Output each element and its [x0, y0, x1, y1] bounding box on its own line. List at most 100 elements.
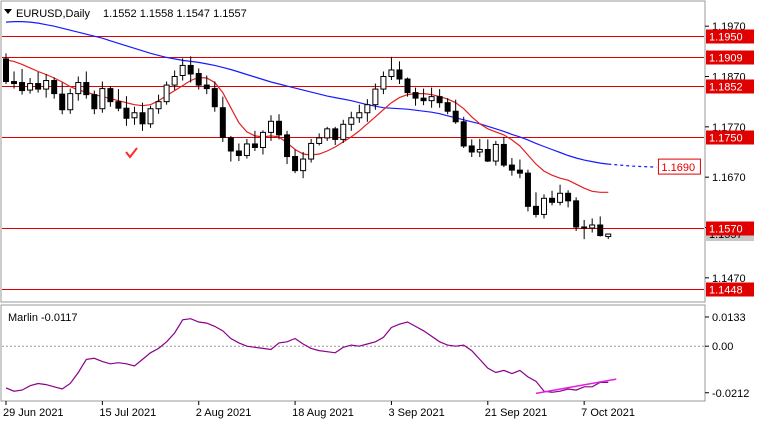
candle-bull — [541, 197, 548, 215]
candle-bear — [276, 120, 283, 136]
time-axis: 29 Jun 2021 15 Jul 2021 2 Aug 2021 18 Aug 2… — [3, 401, 635, 419]
candle-bear — [211, 88, 218, 108]
candle-bear — [444, 102, 451, 112]
divergence-line — [535, 378, 617, 395]
candle-bear — [436, 96, 443, 104]
candle-bear — [565, 192, 572, 202]
candle-bear — [332, 128, 339, 140]
candle-bear — [396, 69, 403, 80]
candle-bull — [372, 88, 379, 106]
candle-bear — [549, 197, 556, 203]
time-tick-label: 18 Aug 2021 — [292, 407, 354, 419]
level-label-box — [706, 221, 754, 236]
candle-bull — [380, 75, 387, 90]
candlesticks — [3, 53, 612, 240]
candle-bear — [83, 82, 90, 96]
candle-bear — [524, 172, 531, 207]
indicator-panel-frame — [0, 304, 706, 402]
candle-bull — [492, 143, 499, 162]
candle-bull — [364, 104, 371, 114]
price-axis: 1.15571.19701.18701.17701.16701.15701.14… — [705, 21, 754, 297]
candle-bull — [27, 83, 34, 91]
price-panel-frame — [0, 0, 706, 303]
candle-bear — [484, 148, 491, 162]
candle-bull — [316, 137, 323, 144]
candle-bear — [139, 112, 146, 125]
candle-bull — [308, 142, 315, 160]
ma-red-line — [5, 59, 609, 193]
level-label-box — [706, 282, 754, 297]
level-label-box — [706, 130, 754, 145]
candle-bear — [581, 226, 588, 229]
level-label: 1.1448 — [709, 285, 743, 297]
candle-bull — [67, 93, 74, 111]
ma-blue-projection — [608, 163, 657, 168]
marlin-indicator: 0.0133 0.00 -0.0212 — [2, 312, 749, 400]
candle-bear — [404, 78, 411, 94]
candle-bear — [573, 200, 580, 228]
candle-bear — [412, 92, 419, 99]
candle-bear — [284, 134, 291, 158]
indicator-title: Marlin -0.0117 — [8, 312, 78, 324]
candle-bear — [532, 205, 539, 215]
candle-bear — [11, 81, 18, 85]
time-tick-label: 3 Sep 2021 — [388, 407, 444, 419]
candle-bear — [59, 93, 66, 111]
candle-bull — [259, 131, 266, 148]
collapse-arrow-icon[interactable] — [4, 9, 12, 14]
candle-bear — [91, 94, 98, 110]
candle-bull — [43, 80, 50, 90]
candle-bear — [187, 64, 194, 75]
candle-bear — [460, 121, 467, 147]
ma-blue-line — [5, 21, 609, 165]
price-tick-label: 1.1470 — [712, 273, 746, 285]
candle-bull — [99, 88, 106, 110]
candle-bear — [51, 80, 58, 95]
symbol-header: EURUSD,Daily — [16, 8, 90, 20]
candle-bull — [557, 192, 564, 203]
candle-bear — [123, 107, 130, 119]
candle-bear — [500, 143, 507, 166]
time-tick-label: 21 Sep 2021 — [485, 407, 547, 419]
candle-bull — [605, 233, 612, 238]
candle-bear — [203, 84, 210, 90]
level-label: 1.1852 — [709, 82, 743, 94]
candle-bear — [35, 83, 42, 90]
horizontal-levels — [2, 36, 704, 290]
candle-bull — [155, 101, 162, 110]
candle-bull — [348, 117, 355, 125]
candle-bull — [388, 69, 395, 77]
candle-bear — [235, 150, 242, 157]
price-tick-label: 1.1970 — [712, 21, 746, 33]
candle-bear — [195, 72, 202, 86]
time-tick-label: 7 Oct 2021 — [581, 407, 635, 419]
ohlc-header: 1.1552 1.1558 1.1547 1.1557 — [103, 8, 247, 20]
candle-bull — [324, 128, 331, 139]
candle-bull — [589, 224, 596, 229]
candle-bear — [292, 156, 299, 172]
candle-bear — [219, 107, 226, 138]
candle-bear — [597, 224, 604, 237]
candle-bear — [508, 164, 515, 171]
time-tick-label: 15 Jul 2021 — [99, 407, 156, 419]
level-label: 1.1570 — [709, 224, 743, 236]
level-label-box — [706, 29, 754, 44]
candle-bull — [340, 123, 347, 140]
candle-bull — [131, 112, 138, 119]
marlin-line — [5, 318, 609, 393]
level-label-box — [706, 50, 754, 65]
candle-bear — [107, 88, 114, 103]
indicator-tick-label: 0.0133 — [712, 312, 746, 324]
candle-bull — [179, 64, 186, 76]
candle-bull — [476, 148, 483, 153]
candle-bull — [171, 75, 178, 86]
level-label-box — [706, 79, 754, 94]
level-label: 1.1750 — [709, 133, 743, 145]
indicator-tick-label: -0.0212 — [712, 388, 749, 400]
candle-bear — [452, 110, 459, 123]
candle-bull — [300, 158, 307, 172]
candle-bull — [356, 112, 363, 119]
